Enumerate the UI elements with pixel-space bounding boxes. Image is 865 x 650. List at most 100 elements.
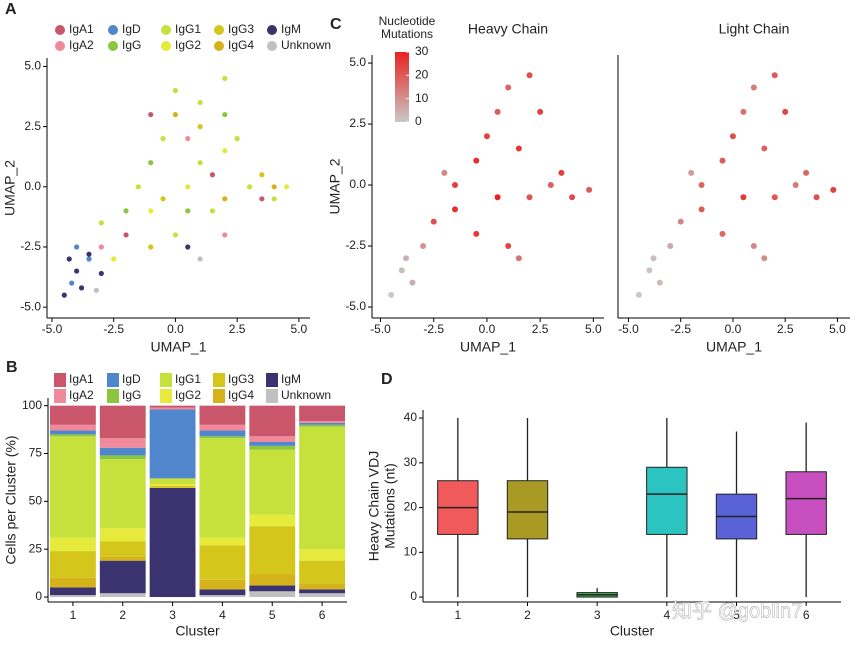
point bbox=[93, 287, 99, 293]
bar-segment bbox=[49, 424, 96, 431]
point bbox=[148, 244, 154, 250]
point bbox=[185, 136, 191, 142]
point bbox=[430, 218, 437, 225]
bar-segment bbox=[49, 551, 96, 578]
bar-segment bbox=[249, 445, 296, 450]
bar-segment bbox=[149, 409, 196, 479]
point bbox=[483, 133, 490, 140]
y-tick-label: 2.5 bbox=[349, 116, 366, 130]
x-tick-label: 5.0 bbox=[829, 322, 846, 336]
point bbox=[160, 136, 166, 142]
point bbox=[185, 208, 191, 214]
colorbar-tick-label: 20 bbox=[415, 68, 429, 82]
x-tick-label: 0.0 bbox=[167, 322, 184, 336]
bar-segment bbox=[249, 585, 296, 592]
y-tick-label: -2.5 bbox=[20, 239, 41, 253]
point bbox=[526, 72, 533, 79]
x-tick-label: 1 bbox=[454, 608, 461, 622]
legend-swatch bbox=[55, 25, 65, 35]
point bbox=[771, 194, 778, 201]
point bbox=[650, 255, 657, 262]
legend-label: IgM bbox=[281, 22, 301, 36]
point bbox=[123, 208, 129, 214]
point bbox=[283, 184, 290, 190]
legend-swatch bbox=[108, 25, 118, 35]
point bbox=[197, 99, 203, 106]
x-tick-label: 4 bbox=[219, 608, 226, 622]
legend-label: IgA2 bbox=[69, 388, 94, 402]
point bbox=[569, 194, 576, 201]
colorbar-title: Nucleotide bbox=[379, 14, 436, 28]
point bbox=[111, 256, 117, 262]
legend-swatch bbox=[54, 373, 66, 387]
point bbox=[78, 285, 85, 291]
x-tick-label: 3 bbox=[169, 608, 176, 622]
point bbox=[74, 268, 80, 274]
legend-swatch bbox=[213, 373, 225, 387]
bar-segment bbox=[99, 556, 146, 561]
legend-label: IgM bbox=[281, 372, 301, 386]
bar-segment bbox=[299, 549, 346, 561]
y-tick-label: 0.0 bbox=[349, 177, 366, 191]
point bbox=[526, 194, 533, 201]
legend-swatch bbox=[160, 373, 172, 387]
bar-segment bbox=[149, 484, 196, 487]
point bbox=[494, 108, 501, 115]
chart-title: Light Chain bbox=[719, 21, 790, 37]
legend-label: IgG4 bbox=[228, 38, 254, 52]
box bbox=[506, 480, 549, 540]
bar-segment bbox=[249, 436, 296, 443]
point bbox=[656, 279, 663, 286]
point bbox=[222, 196, 228, 202]
legend-label: IgD bbox=[122, 22, 141, 36]
point bbox=[172, 232, 179, 238]
box bbox=[646, 466, 688, 535]
legend-swatch bbox=[213, 389, 225, 403]
y-tick-label: -5.0 bbox=[345, 299, 366, 313]
legend-swatch bbox=[266, 373, 278, 387]
point bbox=[69, 280, 75, 286]
x-tick-label: 0.0 bbox=[479, 322, 496, 336]
bar-segment bbox=[99, 447, 146, 456]
y-tick-label: 5.0 bbox=[349, 55, 366, 69]
point bbox=[98, 270, 104, 277]
legend-swatch bbox=[55, 41, 65, 51]
bar-segment bbox=[249, 442, 296, 446]
point bbox=[74, 244, 80, 250]
x-tick-label: -2.5 bbox=[670, 322, 691, 336]
point bbox=[771, 72, 778, 79]
bar-segment bbox=[299, 593, 346, 598]
point bbox=[148, 160, 154, 166]
point bbox=[222, 148, 228, 154]
legend-swatch bbox=[214, 25, 224, 35]
chart-title: Heavy Chain bbox=[468, 21, 548, 37]
point bbox=[750, 243, 757, 250]
point bbox=[209, 208, 216, 214]
point bbox=[420, 243, 427, 250]
x-tick-label: 5 bbox=[269, 608, 276, 622]
x-tick-label: 5.0 bbox=[291, 322, 308, 336]
bar-segment bbox=[199, 424, 246, 431]
panel-label: C bbox=[330, 16, 342, 33]
point bbox=[185, 244, 191, 250]
point bbox=[66, 256, 72, 262]
point bbox=[452, 182, 459, 189]
point bbox=[473, 157, 480, 164]
point bbox=[452, 206, 459, 213]
point bbox=[197, 160, 203, 166]
x-axis-label: UMAP_1 bbox=[460, 339, 516, 355]
legend-label: IgA2 bbox=[69, 38, 94, 52]
y-tick-label: 0.0 bbox=[24, 179, 41, 193]
bar-segment bbox=[299, 424, 346, 427]
point bbox=[688, 169, 695, 176]
point bbox=[271, 196, 277, 202]
point bbox=[547, 182, 554, 189]
x-tick-label: 6 bbox=[319, 608, 326, 622]
x-tick-label: 3 bbox=[594, 608, 601, 622]
bar-segment bbox=[299, 589, 346, 594]
colorbar bbox=[395, 52, 409, 122]
bar-segment bbox=[49, 430, 96, 435]
bar-segment bbox=[199, 438, 246, 538]
panel-label: B bbox=[6, 359, 18, 376]
bar-segment bbox=[249, 405, 296, 437]
